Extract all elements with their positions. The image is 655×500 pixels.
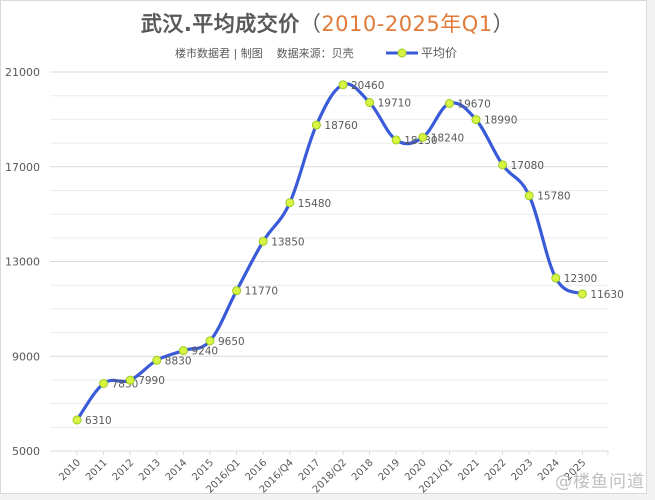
data-point-marker [72, 415, 82, 425]
x-axis-tick-label: 2012 [111, 457, 137, 483]
x-axis-tick-label: 2011 [84, 457, 110, 483]
data-label: 15480 [298, 198, 331, 210]
title-open-paren: （ [299, 12, 322, 36]
legend-line-marker-icon [386, 48, 418, 57]
x-axis-tick-label: 2023 [510, 457, 536, 483]
data-label: 15780 [537, 191, 570, 203]
data-label: 17080 [511, 160, 544, 172]
chart-title: 武汉.平均成交价（2010-2025年Q1） [0, 8, 655, 38]
data-label: 11770 [245, 286, 278, 298]
x-axis-tick-label: 2010 [57, 457, 83, 483]
data-label: 6310 [85, 415, 112, 427]
data-point-marker [311, 120, 321, 130]
data-point-marker [178, 346, 188, 356]
data-label: 19710 [378, 98, 411, 110]
data-label: 8830 [165, 355, 192, 367]
series-line-平均价 [75, 82, 584, 422]
data-point-marker [444, 99, 454, 109]
data-point-marker [365, 98, 375, 108]
data-label: 9240 [191, 346, 218, 358]
data-point-marker [524, 191, 534, 201]
y-axis-tick-label: 21000 [5, 66, 40, 79]
x-axis-tick-label: 2022 [483, 457, 509, 483]
y-axis-tick-label: 13000 [5, 256, 40, 269]
chart-legend: 平均价 [385, 44, 457, 61]
data-point-marker [258, 236, 268, 246]
data-label: 18760 [324, 120, 357, 132]
x-axis-tick-label: 2014 [164, 457, 190, 483]
data-point-marker [205, 336, 215, 346]
data-point-marker [285, 198, 295, 208]
title-close-paren: ） [492, 12, 515, 36]
x-axis-tick-label: 2021 [456, 457, 482, 483]
y-axis-tick-label: 9000 [12, 350, 40, 363]
data-point-marker [577, 289, 587, 299]
data-label: 19670 [457, 99, 490, 111]
data-label: 12300 [564, 273, 597, 285]
data-point-marker [551, 273, 561, 283]
x-axis-tick-label: 2013 [137, 457, 163, 483]
x-axis-tick-label: 2018 [350, 457, 376, 483]
data-label: 20460 [351, 80, 384, 92]
data-label: 13850 [271, 236, 304, 248]
y-axis-tick-label: 17000 [5, 161, 40, 174]
legend-label: 平均价 [421, 46, 458, 60]
chart-subtitle: 楼市数据君 | 制图 数据来源：贝壳 [175, 47, 354, 60]
data-label: 7990 [138, 375, 165, 387]
watermark: @楼鱼问道 [555, 472, 645, 492]
y-axis-tick-label: 5000 [12, 445, 40, 458]
data-label: 9650 [218, 336, 245, 348]
title-main: 武汉.平均成交价 [140, 12, 300, 36]
chart-frame [0, 0, 647, 494]
data-label: 18240 [431, 132, 464, 144]
data-label: 18990 [484, 115, 517, 127]
data-point-marker [99, 378, 109, 388]
data-point-marker [471, 115, 481, 125]
data-point-marker [391, 135, 401, 145]
data-point-marker [125, 375, 135, 385]
data-point-marker [152, 355, 162, 365]
data-point-marker [498, 160, 508, 170]
data-label: 11630 [590, 289, 623, 301]
data-point-marker [418, 132, 428, 142]
data-point-marker [232, 286, 242, 296]
x-axis-tick-label: 2019 [377, 457, 403, 483]
data-point-marker [338, 80, 348, 90]
title-range: 2010-2025年Q1 [321, 12, 493, 36]
